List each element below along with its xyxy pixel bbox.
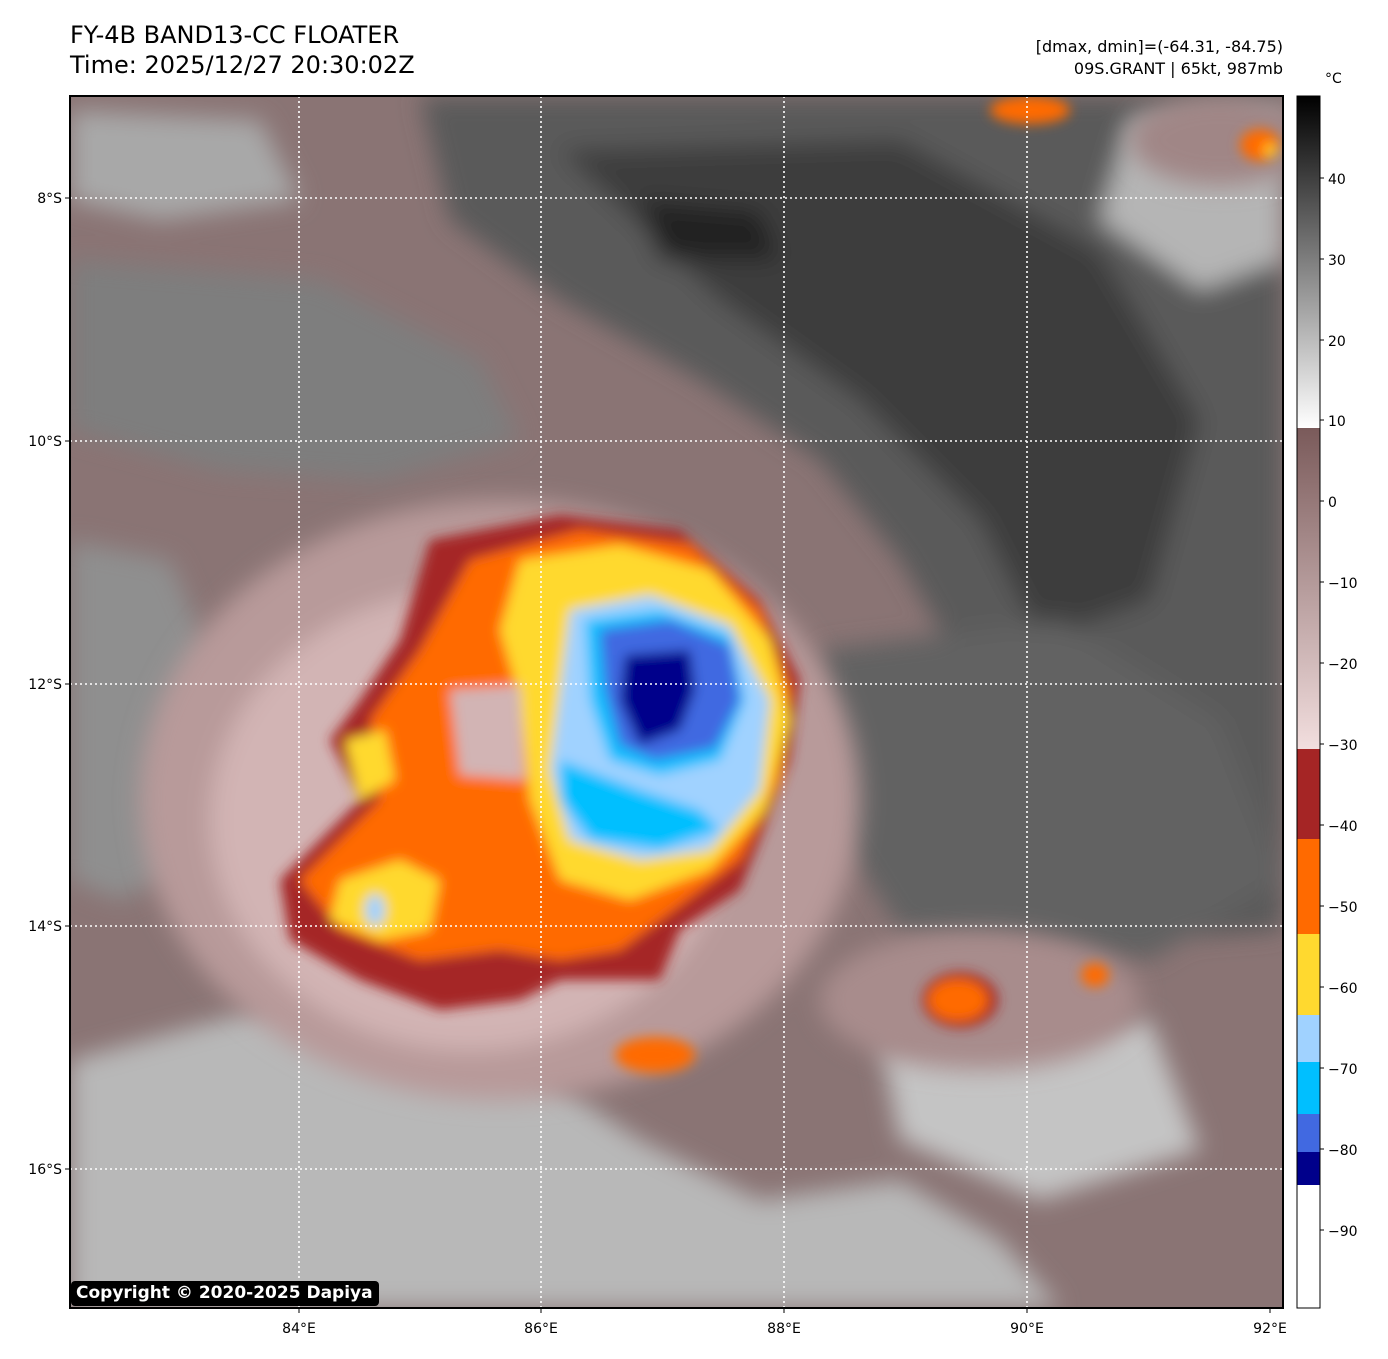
colorbar — [1296, 95, 1324, 1309]
lat-tick-14: 14°S — [28, 919, 62, 935]
cbar-tick: −10 — [1328, 576, 1358, 592]
lat-tick-12: 12°S — [28, 677, 62, 693]
gridlines — [70, 96, 1283, 1308]
cbar-tick: −50 — [1328, 900, 1358, 916]
cbar-tick: −30 — [1328, 738, 1358, 754]
cbar-tick: −70 — [1328, 1062, 1358, 1078]
cbar-tick: 40 — [1328, 172, 1346, 188]
lat-tick-8: 8°S — [37, 191, 62, 207]
cbar-tick: −60 — [1328, 981, 1358, 997]
cbar-tick: 10 — [1328, 414, 1346, 430]
storm-info: 09S.GRANT | 65kt, 987mb — [1073, 59, 1283, 78]
copyright-badge: Copyright © 2020-2025 Dapiya — [71, 1281, 379, 1306]
dmax-dmin-readout: [dmax, dmin]=(-64.31, -84.75) — [1035, 37, 1283, 56]
cbar-tick: 20 — [1328, 334, 1346, 350]
cbar-tick: −80 — [1328, 1143, 1358, 1159]
cbar-tick: −90 — [1328, 1224, 1358, 1240]
colorbar-unit: °C — [1325, 71, 1342, 87]
chart-title-line1: FY-4B BAND13-CC FLOATER — [70, 21, 400, 49]
lon-tick-92: 92°E — [1253, 1321, 1287, 1337]
lon-tick-90: 90°E — [1010, 1321, 1044, 1337]
chart-title-line2: Time: 2025/12/27 20:30:02Z — [70, 51, 415, 79]
lat-tick-16: 16°S — [28, 1162, 62, 1178]
lat-tick-10: 10°S — [28, 434, 62, 450]
ir-imagery — [70, 96, 1283, 1308]
lon-tick-86: 86°E — [524, 1321, 558, 1337]
cbar-tick: −20 — [1328, 657, 1358, 673]
lon-tick-84: 84°E — [282, 1321, 316, 1337]
cbar-tick: 0 — [1328, 495, 1337, 511]
cbar-tick: 30 — [1328, 253, 1346, 269]
lon-tick-88: 88°E — [767, 1321, 801, 1337]
cbar-tick: −40 — [1328, 819, 1358, 835]
map-frame — [69, 95, 1284, 1309]
